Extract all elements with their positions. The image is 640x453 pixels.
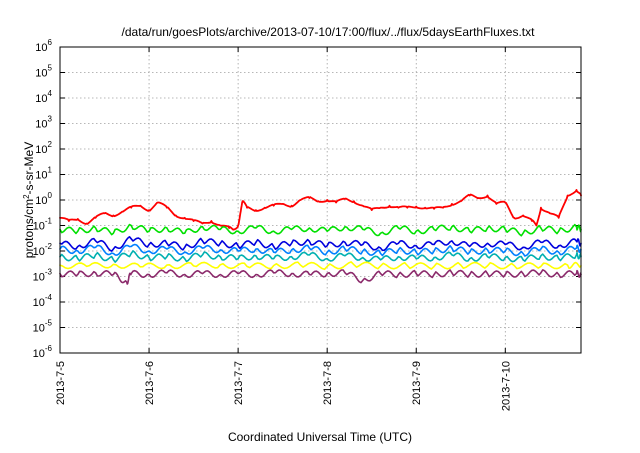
y-tick-label: 10-4: [33, 293, 53, 309]
series-line-7: [59, 269, 582, 285]
series-group: [59, 188, 582, 285]
y-tick-label: 100: [35, 191, 52, 207]
y-tick-label: 10-2: [33, 242, 53, 258]
x-tick-label: 2013-7-9: [411, 361, 423, 405]
y-tick-label: 105: [35, 64, 52, 80]
x-axis-label: Coordinated Universal Time (UTC): [228, 430, 412, 444]
x-tick-label: 2013-7-7: [233, 361, 245, 405]
y-tick-label: 103: [35, 115, 52, 131]
grid: [60, 47, 581, 353]
series-line-5: [59, 250, 582, 263]
chart-title: /data/run/goesPlots/archive/2013-07-10/1…: [122, 25, 536, 39]
y-tick-label: 10-5: [33, 319, 53, 335]
y-axis-label-superscript: 2: [22, 194, 31, 199]
series-line-2: [59, 223, 582, 237]
x-tick-labels: 2013-7-5 2013-7-6 2013-7-7 2013-7-8 2013-7-9…: [55, 361, 512, 411]
y-tick-label: 102: [35, 140, 52, 156]
y-tick-label: 104: [35, 89, 52, 105]
series-line-3: [59, 236, 582, 252]
y-tick-label: 10-3: [33, 268, 53, 284]
series-line-1: [59, 188, 582, 231]
y-axis-label-part2: -s-sr-MeV: [22, 142, 36, 195]
plot-frame: [59, 46, 582, 354]
series-line-4: [59, 243, 582, 257]
y-tick-label: 101: [35, 166, 52, 182]
x-tick-label: 2013-7-8: [322, 361, 334, 405]
y-tick-label: 106: [35, 38, 52, 54]
y-tick-labels: 10-6 10-5 10-4 10-3 10-2 10-1 100 101 102 103 104 1…: [33, 38, 53, 360]
x-tick-label: 2013-7-10: [500, 361, 512, 411]
x-tick-label: 2013-7-5: [55, 361, 67, 405]
x-tick-label: 2013-7-6: [144, 361, 156, 405]
series-line-6: [59, 261, 582, 271]
y-tick-label: 10-6: [33, 344, 53, 360]
y-axis-label: protons/cm2-s-sr-MeV: [22, 142, 37, 258]
y-axis-label-part1: protons/cm: [22, 199, 36, 258]
axis-ticks: [59, 46, 581, 354]
y-tick-label: 10-1: [33, 217, 53, 233]
